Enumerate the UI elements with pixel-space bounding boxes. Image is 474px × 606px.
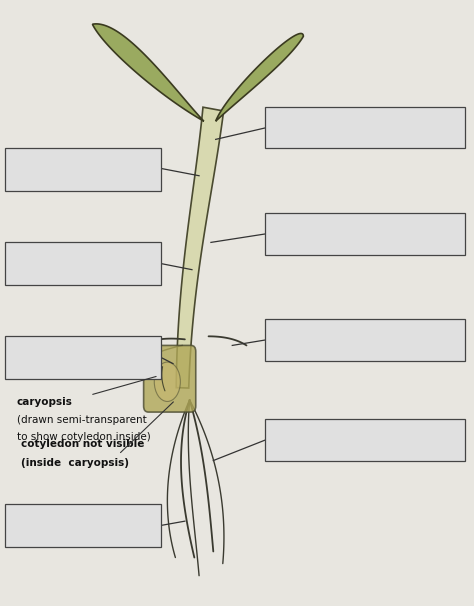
Bar: [5, 336, 161, 379]
Text: caryopsis: caryopsis: [17, 397, 73, 407]
Bar: [5, 242, 161, 285]
Bar: [5, 504, 161, 547]
Text: cotyledon not visible: cotyledon not visible: [21, 439, 145, 450]
Text: to show cotyledon inside): to show cotyledon inside): [17, 432, 150, 442]
Bar: [265, 107, 465, 148]
Bar: [5, 148, 161, 191]
Bar: [265, 213, 465, 255]
Text: (drawn semi-transparent: (drawn semi-transparent: [17, 415, 146, 425]
Bar: [265, 319, 465, 361]
Polygon shape: [176, 107, 224, 388]
Ellipse shape: [155, 362, 180, 402]
Polygon shape: [92, 24, 204, 121]
Polygon shape: [216, 33, 303, 121]
FancyBboxPatch shape: [144, 345, 196, 412]
Text: (inside  caryopsis): (inside caryopsis): [21, 458, 129, 468]
Bar: [265, 419, 465, 461]
